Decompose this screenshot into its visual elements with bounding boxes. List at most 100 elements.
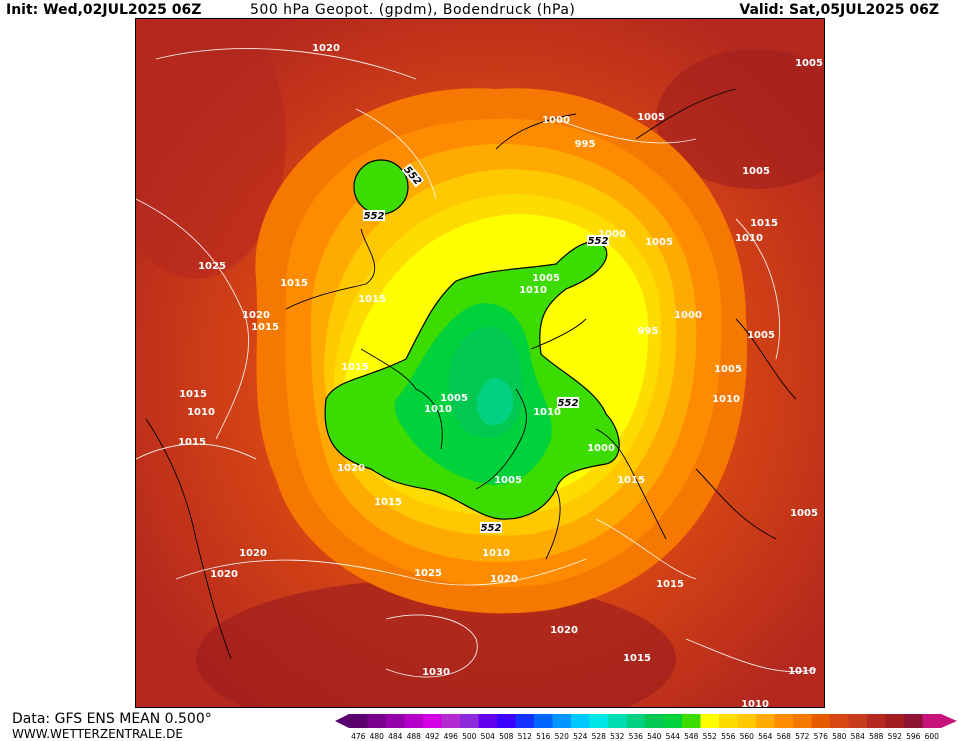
isobar-label: 1015 (358, 294, 386, 305)
isobar-label: 1020 (242, 310, 270, 321)
legend-value: 540 (647, 732, 662, 741)
legend-swatch (885, 714, 905, 728)
isobar-label: 1005 (747, 330, 775, 341)
legend-swatch (904, 714, 923, 728)
legend-value: 584 (851, 732, 866, 741)
isobar-label: 1020 (550, 625, 578, 636)
init-time: Init: Wed,02JUL2025 06Z (6, 2, 202, 18)
isobar-label: 1005 (742, 166, 770, 177)
svg-text:552: 552 (588, 236, 609, 247)
legend-swatch (441, 714, 461, 728)
isobar-label: 1000 (598, 229, 626, 240)
geopotential-label: 552 (363, 210, 385, 222)
legend-swatch (774, 714, 794, 728)
isobar-label: 1015 (617, 475, 645, 486)
legend-value: 596 (906, 732, 921, 741)
isobar-label: 1025 (198, 261, 226, 272)
svg-text:552: 552 (364, 211, 385, 222)
isobar-label: 1010 (187, 407, 215, 418)
geopotential-label: 552 (557, 397, 579, 409)
isobar-label: 1010 (712, 394, 740, 405)
legend-value: 504 (481, 732, 496, 741)
isobar-label: 1020 (337, 463, 365, 474)
isobar-label: 1005 (637, 112, 665, 123)
website-link[interactable]: WWW.WETTERZENTRALE.DE (12, 727, 183, 741)
legend-value: 516 (536, 732, 551, 741)
isobar-label: 1000 (542, 115, 570, 126)
legend-value: 580 (832, 732, 847, 741)
legend-value: 568 (777, 732, 792, 741)
legend-value: 564 (758, 732, 773, 741)
legend-value: 544 (666, 732, 681, 741)
isobar-label: 995 (575, 139, 596, 150)
legend-value: 520 (555, 732, 570, 741)
valid-time: Valid: Sat,05JUL2025 06Z (739, 2, 939, 18)
legend-swatch (645, 714, 664, 728)
legend-swatch (867, 714, 886, 728)
isobar-label: 1015 (341, 362, 369, 373)
legend-value: 532 (610, 732, 625, 741)
legend-swatch (756, 714, 775, 728)
isobar-label: 1010 (788, 666, 816, 677)
isobar-label: 995 (638, 326, 659, 337)
legend-value: 492 (425, 732, 440, 741)
legend-swatch (811, 714, 831, 728)
isobar-label: 1015 (623, 653, 651, 664)
isobar-label: 1005 (440, 393, 468, 404)
legend-swatch (737, 714, 757, 728)
pressure-labels: 1020 1005 1000 1005 995 1005 1015 1010 1000 1005 1… (178, 43, 823, 707)
cutoff-low-552 (353, 159, 409, 215)
legend-swatch (830, 714, 849, 728)
legend-value: 548 (684, 732, 699, 741)
isobar-label: 1030 (422, 667, 450, 678)
legend-value: 552 (703, 732, 718, 741)
legend-value: 536 (629, 732, 644, 741)
legend-swatch (515, 714, 535, 728)
legend-swatch (793, 714, 812, 728)
legend-value: 500 (462, 732, 477, 741)
legend-swatch (386, 714, 405, 728)
legend-swatch (571, 714, 590, 728)
isobar-label: 1010 (533, 407, 561, 418)
legend-value: 488 (407, 732, 422, 741)
legend-value: 588 (869, 732, 884, 741)
legend-value: 480 (370, 732, 385, 741)
isobar-label: 1015 (280, 278, 308, 289)
legend-value: 572 (795, 732, 810, 741)
isobar-label: 1020 (312, 43, 340, 54)
isobar-label: 1015 (179, 389, 207, 400)
isobar-label: 1020 (239, 548, 267, 559)
legend-swatch (478, 714, 498, 728)
legend-swatch (719, 714, 738, 728)
legend-value: 508 (499, 732, 514, 741)
isobar-label: 1025 (414, 568, 442, 579)
isobar-label: 1005 (645, 237, 673, 248)
isobar-label: 1005 (790, 508, 818, 519)
weather-map: 1020 1005 1000 1005 995 1005 1015 1010 1000 1005 1… (135, 18, 825, 708)
legend-swatch (423, 714, 442, 728)
high-pressure-zone (136, 19, 286, 279)
legend-swatch (404, 714, 424, 728)
legend-swatch (552, 714, 572, 728)
svg-text:552: 552 (481, 523, 502, 534)
legend-value: 484 (388, 732, 403, 741)
geopotential-label: 552 (587, 235, 609, 247)
legend-swatch (534, 714, 553, 728)
isobar-label: 1000 (674, 310, 702, 321)
legend-swatch (626, 714, 646, 728)
isobar-label: 1020 (210, 569, 238, 580)
legend-value: 600 (925, 732, 940, 741)
isobar-label: 1015 (750, 218, 778, 229)
isobar-label: 1005 (494, 475, 522, 486)
legend-swatch (922, 714, 942, 728)
legend-value: 576 (814, 732, 829, 741)
legend-swatch (608, 714, 627, 728)
legend-swatch (349, 714, 368, 728)
legend-value: 560 (740, 732, 755, 741)
legend-swatch (589, 714, 609, 728)
legend-swatch (497, 714, 516, 728)
geopotential-label: 552 (480, 522, 502, 534)
legend-value: 524 (573, 732, 588, 741)
legend-swatch (700, 714, 720, 728)
legend-value: 592 (888, 732, 903, 741)
